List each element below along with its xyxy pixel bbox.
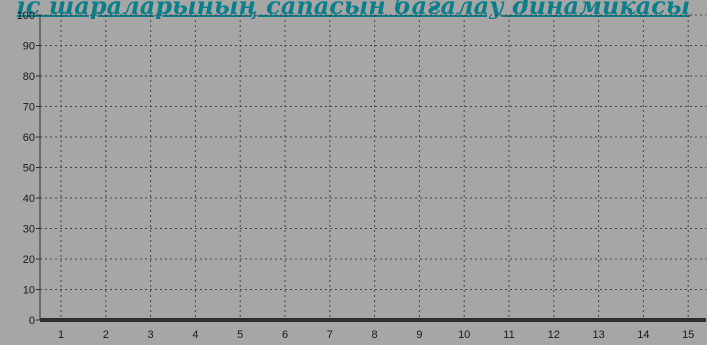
x-tick-label-12: 12 <box>548 329 560 341</box>
chart-title: іс шараларының сапасын бағалау динамикас… <box>16 0 691 19</box>
x-tick-label-10: 10 <box>458 329 470 341</box>
series-point-8 <box>373 318 377 322</box>
y-tick-label-80: 80 <box>23 71 35 83</box>
y-tick-label-70: 70 <box>23 102 35 114</box>
x-tick-label-7: 7 <box>327 329 333 341</box>
y-tick-label-60: 60 <box>23 132 35 144</box>
y-tick-labels: 0 10 20 30 40 50 60 70 80 90 100 <box>17 10 35 327</box>
gridlines <box>40 14 706 320</box>
y-tick-label-0: 0 <box>29 315 35 327</box>
series-point-11 <box>507 318 511 322</box>
x-tick-label-3: 3 <box>148 329 154 341</box>
x-tick-label-1: 1 <box>58 329 64 341</box>
y-tick-label-10: 10 <box>23 285 35 297</box>
y-tick-label-100: 100 <box>17 10 35 22</box>
series-point-10 <box>462 318 466 322</box>
series-point-12 <box>552 318 556 322</box>
series-point-6 <box>283 318 287 322</box>
series-layer <box>40 318 706 322</box>
axes <box>36 14 41 321</box>
series-point-4 <box>193 318 197 322</box>
series-point-2 <box>104 318 108 322</box>
y-tick-label-20: 20 <box>23 254 35 266</box>
series-point-14 <box>641 318 645 322</box>
series-point-13 <box>597 318 601 322</box>
x-tick-label-13: 13 <box>592 329 604 341</box>
y-tick-label-40: 40 <box>23 193 35 205</box>
x-tick-label-8: 8 <box>372 329 378 341</box>
x-tick-label-4: 4 <box>192 329 198 341</box>
x-tick-label-2: 2 <box>103 329 109 341</box>
x-tick-label-6: 6 <box>282 329 288 341</box>
series-point-9 <box>417 318 421 322</box>
x-tick-label-5: 5 <box>237 329 243 341</box>
series-point-3 <box>149 318 153 322</box>
y-tick-label-90: 90 <box>23 41 35 53</box>
series-point-15 <box>686 318 690 322</box>
x-tick-label-15: 15 <box>682 329 694 341</box>
series-point-7 <box>328 318 332 322</box>
x-tick-label-11: 11 <box>503 329 514 341</box>
y-tick-label-30: 30 <box>23 224 35 236</box>
series-point-1 <box>59 318 63 322</box>
x-tick-label-9: 9 <box>416 329 422 341</box>
series-point-5 <box>238 318 242 322</box>
x-tick-label-14: 14 <box>637 329 649 341</box>
y-tick-label-50: 50 <box>23 163 35 175</box>
x-tick-labels: 1 2 3 4 5 6 7 8 9 10 11 12 13 14 15 <box>58 329 694 341</box>
